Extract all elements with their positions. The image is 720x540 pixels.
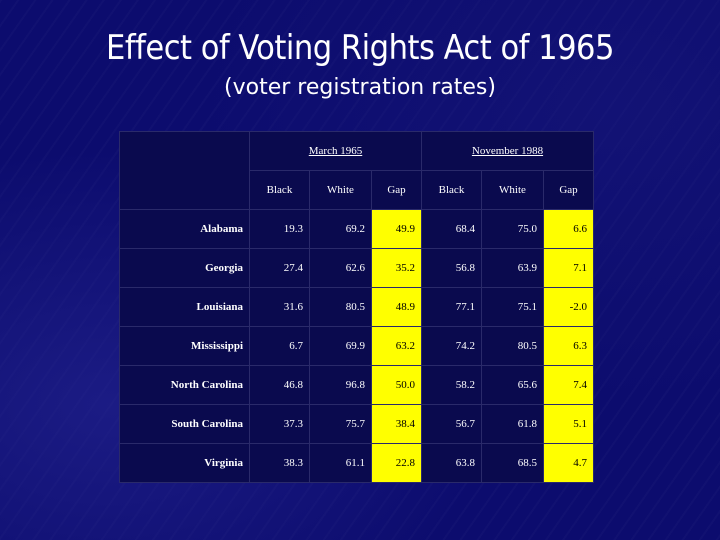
cell-white-1965: 69.2 xyxy=(309,209,372,249)
cell-white-1988: 75.1 xyxy=(481,287,544,327)
column-header-row: Black White Gap Black White Gap xyxy=(120,170,594,210)
table-row: North Carolina 46.8 96.8 50.0 58.2 65.6 … xyxy=(119,365,594,405)
cell-gap-1965: 48.9 xyxy=(371,287,422,327)
state-label: North Carolina xyxy=(119,365,250,405)
cell-white-1965: 62.6 xyxy=(309,248,372,288)
cell-black-1965: 46.8 xyxy=(249,365,310,405)
cell-gap-1965: 50.0 xyxy=(371,365,422,405)
cell-black-1988: 74.2 xyxy=(421,326,482,366)
group-header-row: March 1965 November 1988 xyxy=(119,131,594,210)
cell-white-1988: 80.5 xyxy=(481,326,544,366)
state-label: Mississippi xyxy=(119,326,250,366)
cell-white-1988: 65.6 xyxy=(481,365,544,405)
cell-black-1965: 38.3 xyxy=(249,443,310,483)
table-row: Mississippi 6.7 69.9 63.2 74.2 80.5 6.3 xyxy=(119,326,594,366)
cell-gap-1965: 38.4 xyxy=(371,404,422,444)
cell-white-1988: 75.0 xyxy=(481,209,544,249)
cell-black-1965: 31.6 xyxy=(249,287,310,327)
cell-white-1988: 68.5 xyxy=(481,443,544,483)
cell-white-1965: 75.7 xyxy=(309,404,372,444)
col-header-gap-1988: Gap xyxy=(543,170,594,210)
slide-title: Effect of Voting Rights Act of 1965 xyxy=(106,28,614,68)
cell-white-1965: 61.1 xyxy=(309,443,372,483)
state-label: Alabama xyxy=(119,209,250,249)
cell-black-1988: 56.7 xyxy=(421,404,482,444)
state-label: Georgia xyxy=(119,248,250,288)
corner-cell xyxy=(119,131,250,210)
cell-gap-1988: 7.1 xyxy=(543,248,594,288)
col-header-black-1965: Black xyxy=(249,170,310,210)
cell-black-1965: 27.4 xyxy=(249,248,310,288)
table-row: Alabama 19.3 69.2 49.9 68.4 75.0 6.6 xyxy=(119,209,594,249)
cell-gap-1988: 5.1 xyxy=(543,404,594,444)
cell-black-1988: 68.4 xyxy=(421,209,482,249)
cell-black-1988: 56.8 xyxy=(421,248,482,288)
state-label: South Carolina xyxy=(119,404,250,444)
cell-white-1988: 63.9 xyxy=(481,248,544,288)
registration-table: March 1965 November 1988 Black White Gap… xyxy=(119,131,594,483)
cell-white-1965: 69.9 xyxy=(309,326,372,366)
cell-black-1988: 58.2 xyxy=(421,365,482,405)
cell-black-1988: 63.8 xyxy=(421,443,482,483)
col-header-white-1988: White xyxy=(481,170,544,210)
group-header-march-1965: March 1965 xyxy=(249,131,422,171)
cell-gap-1965: 49.9 xyxy=(371,209,422,249)
cell-black-1965: 19.3 xyxy=(249,209,310,249)
cell-gap-1965: 22.8 xyxy=(371,443,422,483)
cell-gap-1988: -2.0 xyxy=(543,287,594,327)
slide-subtitle: (voter registration rates) xyxy=(224,75,496,100)
cell-gap-1988: 6.6 xyxy=(543,209,594,249)
group-header-november-1988: November 1988 xyxy=(421,131,594,171)
table-row: Georgia 27.4 62.6 35.2 56.8 63.9 7.1 xyxy=(119,248,594,288)
table-row: Louisiana 31.6 80.5 48.9 77.1 75.1 -2.0 xyxy=(119,287,594,327)
col-header-black-1988: Black xyxy=(421,170,482,210)
cell-gap-1988: 6.3 xyxy=(543,326,594,366)
col-header-white-1965: White xyxy=(309,170,372,210)
cell-black-1965: 37.3 xyxy=(249,404,310,444)
cell-gap-1965: 63.2 xyxy=(371,326,422,366)
cell-gap-1988: 7.4 xyxy=(543,365,594,405)
cell-gap-1988: 4.7 xyxy=(543,443,594,483)
cell-black-1965: 6.7 xyxy=(249,326,310,366)
table-row: Virginia 38.3 61.1 22.8 63.8 68.5 4.7 xyxy=(119,443,594,483)
cell-white-1965: 80.5 xyxy=(309,287,372,327)
state-label: Virginia xyxy=(119,443,250,483)
cell-gap-1965: 35.2 xyxy=(371,248,422,288)
cell-black-1988: 77.1 xyxy=(421,287,482,327)
cell-white-1965: 96.8 xyxy=(309,365,372,405)
table-row: South Carolina 37.3 75.7 38.4 56.7 61.8 … xyxy=(119,404,594,444)
col-header-gap-1965: Gap xyxy=(371,170,422,210)
state-label: Louisiana xyxy=(119,287,250,327)
cell-white-1988: 61.8 xyxy=(481,404,544,444)
